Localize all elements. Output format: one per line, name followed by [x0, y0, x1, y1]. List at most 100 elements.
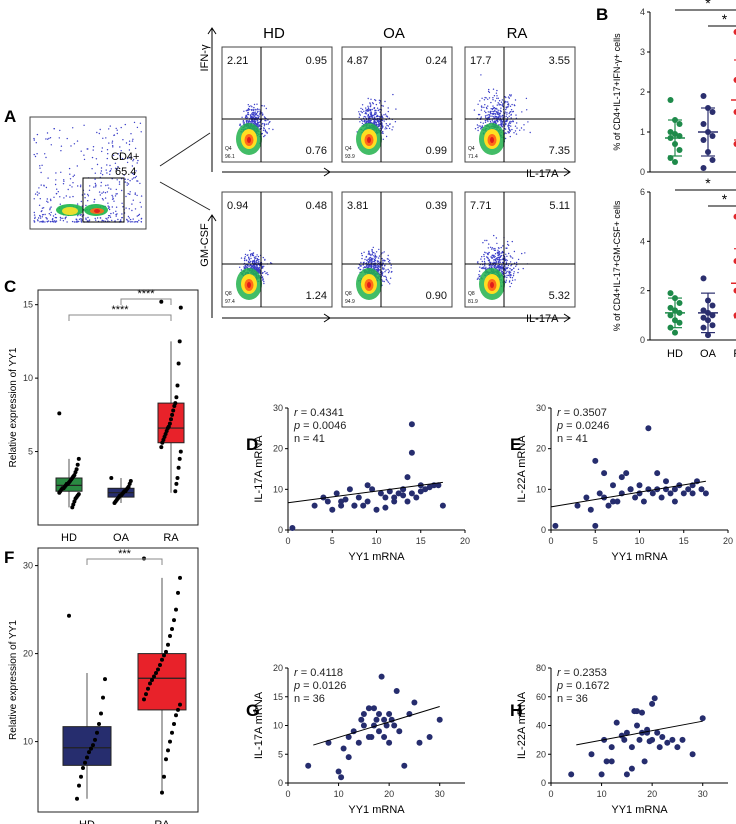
event-dot	[501, 126, 504, 128]
stat-r-value: = 0.2353	[561, 667, 607, 679]
panel-letter-e: E	[510, 435, 521, 454]
event-dot	[253, 256, 256, 258]
event-dot	[488, 264, 491, 266]
stat-r-value: = 0.4341	[298, 407, 344, 419]
x-axis-label: YY1 mRNA	[348, 804, 405, 816]
quadrant-top-left: 3.81	[347, 200, 368, 212]
event-dot	[33, 214, 36, 216]
event-dot	[106, 191, 109, 193]
event-dot	[509, 271, 511, 273]
event-dot	[382, 267, 384, 269]
event-dot	[72, 127, 74, 129]
event-dot	[487, 114, 489, 116]
data-point	[176, 465, 181, 470]
event-dot	[73, 221, 76, 223]
event-dot	[80, 184, 82, 186]
y-axis-label: IL-17A mRNA	[253, 435, 265, 503]
event-dot	[378, 120, 380, 123]
event-dot	[497, 251, 499, 253]
significance-bracket	[68, 314, 172, 321]
data-point	[733, 213, 736, 220]
event-dot	[262, 129, 265, 131]
data-point	[109, 476, 114, 480]
event-dot	[493, 256, 495, 259]
event-dot	[69, 196, 71, 198]
event-dot	[507, 130, 509, 133]
event-dot	[381, 274, 384, 276]
data-point	[396, 728, 403, 735]
data-point	[360, 502, 367, 509]
x-axis-arrowhead	[563, 313, 571, 323]
quadrant-bottom-left: 96.1	[225, 154, 235, 160]
event-dot	[261, 276, 264, 279]
event-dot	[500, 120, 502, 122]
event-dot	[487, 98, 489, 101]
data-point	[101, 695, 105, 700]
event-dot	[129, 218, 132, 221]
event-dot	[476, 278, 479, 280]
event-dot	[504, 276, 506, 278]
event-dot	[255, 257, 257, 259]
event-dot	[508, 97, 510, 99]
data-point	[77, 783, 81, 788]
event-dot	[484, 110, 486, 112]
y-axis-label: Relative expression of YY1	[8, 347, 19, 467]
event-dot	[498, 247, 500, 249]
event-dot	[388, 259, 391, 262]
event-dot	[36, 191, 38, 193]
event-dot	[494, 259, 497, 262]
event-dot	[33, 139, 35, 141]
panel-letter-c: C	[4, 277, 16, 296]
event-dot	[494, 100, 497, 102]
event-dot	[365, 264, 368, 266]
data-point	[174, 481, 179, 486]
event-dot	[478, 274, 480, 276]
event-dot	[120, 150, 122, 152]
event-dot	[111, 206, 114, 208]
data-point	[373, 716, 380, 723]
y-tick-label: 5	[278, 749, 283, 759]
event-dot	[381, 257, 383, 260]
data-point	[324, 498, 331, 505]
event-dot	[491, 254, 493, 257]
data-point	[338, 502, 345, 509]
event-dot	[115, 193, 117, 195]
event-dot	[488, 97, 491, 99]
event-dot	[375, 113, 377, 116]
stat-p-value: = 0.0046	[300, 420, 346, 432]
event-dot	[256, 103, 258, 105]
event-dot	[83, 154, 85, 156]
event-dot	[497, 265, 500, 268]
event-dot	[69, 184, 71, 186]
data-point	[305, 762, 312, 769]
event-dot	[87, 200, 89, 202]
event-dot	[250, 265, 253, 267]
event-dot	[250, 255, 252, 257]
event-dot	[365, 255, 368, 258]
event-dot	[500, 270, 503, 272]
event-dot	[262, 256, 264, 259]
event-dot	[491, 257, 494, 259]
event-dot	[524, 252, 526, 254]
event-dot	[377, 260, 379, 262]
event-dot	[243, 259, 246, 262]
event-dot	[491, 108, 494, 111]
event-dot	[242, 120, 245, 122]
data-point	[656, 744, 663, 751]
x-tick-label: OA	[113, 532, 130, 544]
event-dot	[132, 218, 134, 220]
event-dot	[488, 259, 490, 261]
event-dot	[122, 206, 124, 208]
event-dot	[66, 137, 68, 140]
data-point	[156, 667, 160, 672]
event-dot	[387, 125, 390, 127]
event-dot	[370, 256, 372, 259]
event-dot	[381, 119, 384, 122]
event-dot	[514, 279, 516, 281]
x-tick-label: HD	[61, 532, 77, 544]
event-dot	[492, 88, 495, 90]
data-point	[57, 411, 62, 416]
event-dot	[86, 148, 88, 150]
event-dot	[479, 266, 481, 268]
event-dot	[94, 178, 96, 180]
